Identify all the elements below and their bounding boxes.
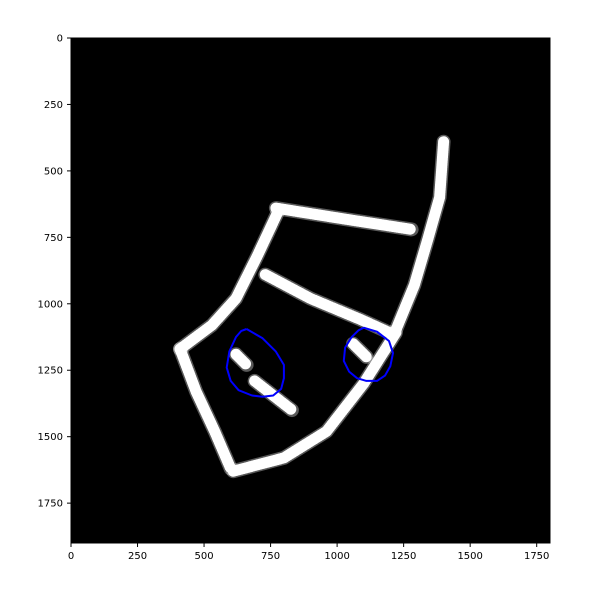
y-tick-label: 250	[44, 100, 63, 111]
y-tick-label: 1000	[38, 299, 63, 310]
plot-background	[71, 38, 550, 543]
series-line-1	[225, 328, 285, 398]
map-inner-diagonal-1	[232, 350, 251, 369]
x-tick-label: 1000	[324, 551, 349, 562]
x-tick-label: 1750	[524, 551, 549, 562]
y-tick-label: 1250	[38, 366, 63, 377]
map-inner-stub	[349, 340, 370, 361]
x-tick-label: 0	[68, 551, 74, 562]
series-line-2	[342, 326, 394, 382]
map-bottom-corridor	[229, 329, 400, 475]
x-tick-label: 250	[128, 551, 147, 562]
map-right-corridor-upper	[392, 138, 448, 334]
map-left-upper-corridor	[176, 209, 281, 353]
x-axis: 0 250 500 750 1000 1250 1500 1750	[68, 543, 549, 562]
x-tick-label: 750	[261, 551, 280, 562]
axes: 0 250 500 750 1000 1250 1500 1750 0 250 500 750 100…	[38, 34, 551, 562]
boundary-series-layer	[225, 326, 394, 398]
map-middle-corridor	[261, 271, 394, 337]
x-tick-label: 1500	[457, 551, 482, 562]
y-tick-label: 750	[44, 233, 63, 244]
y-tick-label: 1750	[38, 499, 63, 510]
x-tick-label: 500	[195, 551, 214, 562]
x-tick-label: 1250	[391, 551, 416, 562]
y-axis: 0 250 500 750 1000 1250 1500 1750	[38, 34, 71, 510]
plot-frame	[70, 37, 551, 544]
y-tick-label: 1500	[38, 432, 63, 443]
map-left-lower-corridor	[176, 345, 235, 473]
map-top-corridor	[272, 204, 416, 233]
y-tick-label: 0	[57, 34, 63, 45]
y-tick-label: 500	[44, 166, 63, 177]
